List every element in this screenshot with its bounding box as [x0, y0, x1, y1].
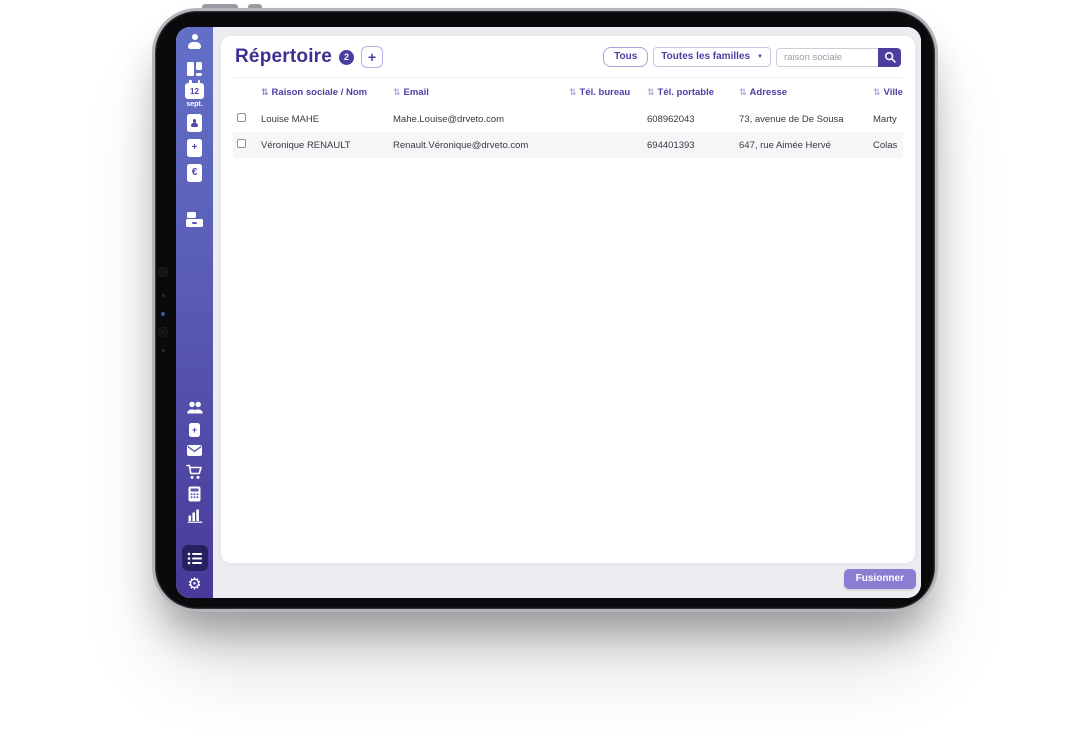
sidebar-item-invoices[interactable]: € — [187, 164, 202, 182]
chevron-down-icon: ▼ — [757, 53, 763, 60]
sidebar-item-directory-active[interactable] — [181, 545, 208, 571]
calculator-icon — [188, 486, 201, 502]
checkbox-column-header — [233, 78, 257, 106]
sidebar-item-statistics[interactable] — [187, 508, 203, 523]
cell-adresse: 73, avenue de De Sousa — [739, 113, 844, 125]
sidebar-item-new-document[interactable]: + — [187, 139, 202, 157]
cash-register-icon — [186, 212, 203, 227]
row-checkbox[interactable] — [237, 113, 246, 122]
volume-button — [202, 4, 238, 10]
merge-button[interactable]: Fusionner — [843, 569, 916, 589]
sidebar-item-user[interactable] — [187, 34, 202, 49]
sidebar-item-accounting[interactable] — [188, 486, 201, 502]
family-filter-select[interactable]: Toutes les familles ▼ — [653, 47, 771, 67]
sidebar-item-messages[interactable] — [186, 444, 203, 457]
camera-indicator-icon — [161, 312, 165, 316]
user-icon — [187, 34, 202, 49]
cell-tel-bureau — [565, 106, 643, 132]
cell-ville: Marty — [873, 113, 897, 125]
column-header-ville[interactable]: ⇅ Ville — [873, 87, 903, 98]
sort-icon: ⇅ — [739, 88, 747, 98]
count-badge: 2 — [339, 49, 355, 65]
column-header-adresse[interactable]: ⇅ Adresse — [739, 87, 788, 98]
sidebar: 12 sept. + € — [176, 27, 213, 598]
sidebar-item-client-files[interactable] — [187, 114, 202, 132]
cell-email: Mahe.Louise@drveto.com — [393, 113, 505, 125]
calendar-icon: 12 — [185, 80, 204, 99]
filter-bar: Tous Toutes les familles ▼ — [603, 47, 901, 67]
camera-lens-icon — [159, 268, 167, 276]
app-screen: 12 sept. + € — [176, 27, 921, 598]
filter-all-button[interactable]: Tous — [603, 47, 649, 67]
table-row[interactable]: Louise MAHE Mahe.Louise@drveto.com 60896… — [233, 106, 903, 132]
sidebar-item-orders[interactable] — [186, 464, 203, 480]
column-header-tel-portable[interactable]: ⇅ Tél. portable — [647, 87, 715, 98]
sidebar-item-contacts[interactable] — [186, 400, 204, 415]
sidebar-item-pharmacy[interactable]: + — [189, 423, 200, 437]
card-header: Répertoire 2 + Tous Toutes les familles … — [233, 36, 903, 78]
column-header-email[interactable]: ⇅ Email — [393, 87, 429, 98]
cell-name: Véronique RENAULT — [261, 139, 351, 151]
search-button[interactable] — [878, 47, 901, 67]
mail-icon — [187, 445, 202, 456]
cell-tel-portable: 694401393 — [647, 139, 695, 151]
dashboard-icon — [187, 62, 202, 76]
cell-tel-portable: 608962043 — [647, 113, 695, 125]
medicine-bottle-icon: + — [189, 423, 200, 437]
cell-adresse: 647, rue Aimée Hervé — [739, 139, 831, 151]
sensor-dot-icon — [161, 349, 165, 352]
cell-ville: Colas — [873, 139, 898, 151]
cell-email: Renault.Véronique@drveto.com — [393, 139, 529, 151]
sensor-dot-icon — [161, 294, 165, 297]
table-row[interactable]: Véronique RENAULT Renault.Véronique@drve… — [233, 132, 903, 158]
shopping-cart-icon — [186, 464, 202, 479]
sort-icon: ⇅ — [393, 88, 401, 98]
power-button — [248, 4, 262, 10]
page-title: Répertoire — [235, 46, 333, 67]
calendar-month-label: sept. — [186, 101, 203, 108]
file-user-icon — [187, 114, 202, 132]
sidebar-item-settings[interactable]: ⚙ — [187, 576, 201, 592]
sidebar-item-agenda[interactable]: 12 sept. — [185, 80, 204, 108]
sort-icon: ⇅ — [647, 88, 655, 98]
contacts-table: ⇅ Raison sociale / Nom ⇅ Email ⇅ Tél. burea… — [233, 78, 903, 158]
search-input[interactable] — [776, 47, 878, 67]
bar-chart-icon — [187, 509, 202, 523]
main-content: Répertoire 2 + Tous Toutes les familles … — [213, 27, 921, 598]
sort-icon: ⇅ — [569, 88, 577, 98]
family-filter-value: Toutes les familles — [661, 51, 751, 62]
tablet-frame: 12 sept. + € — [152, 8, 938, 612]
cell-tel-bureau — [565, 132, 643, 158]
add-contact-button[interactable]: + — [361, 46, 384, 68]
search-icon — [884, 51, 896, 63]
list-icon — [187, 552, 202, 564]
repertoire-card: Répertoire 2 + Tous Toutes les familles … — [221, 36, 915, 563]
file-euro-icon: € — [187, 164, 202, 182]
table-header-row: ⇅ Raison sociale / Nom ⇅ Email ⇅ Tél. burea… — [233, 78, 903, 106]
row-checkbox[interactable] — [237, 139, 246, 148]
sort-icon: ⇅ — [873, 88, 881, 98]
sidebar-item-dashboard[interactable] — [187, 62, 202, 76]
sidebar-item-cash-register[interactable] — [186, 212, 203, 227]
people-icon — [186, 401, 203, 414]
file-plus-icon: + — [187, 139, 202, 157]
gear-icon: ⚙ — [187, 574, 202, 593]
column-header-tel-bureau[interactable]: ⇅ Tél. bureau — [569, 87, 631, 98]
column-header-name[interactable]: ⇅ Raison sociale / Nom — [261, 87, 368, 98]
camera-lens-icon — [159, 328, 167, 336]
cell-name: Louise MAHE — [261, 113, 320, 125]
sort-icon: ⇅ — [261, 88, 269, 98]
